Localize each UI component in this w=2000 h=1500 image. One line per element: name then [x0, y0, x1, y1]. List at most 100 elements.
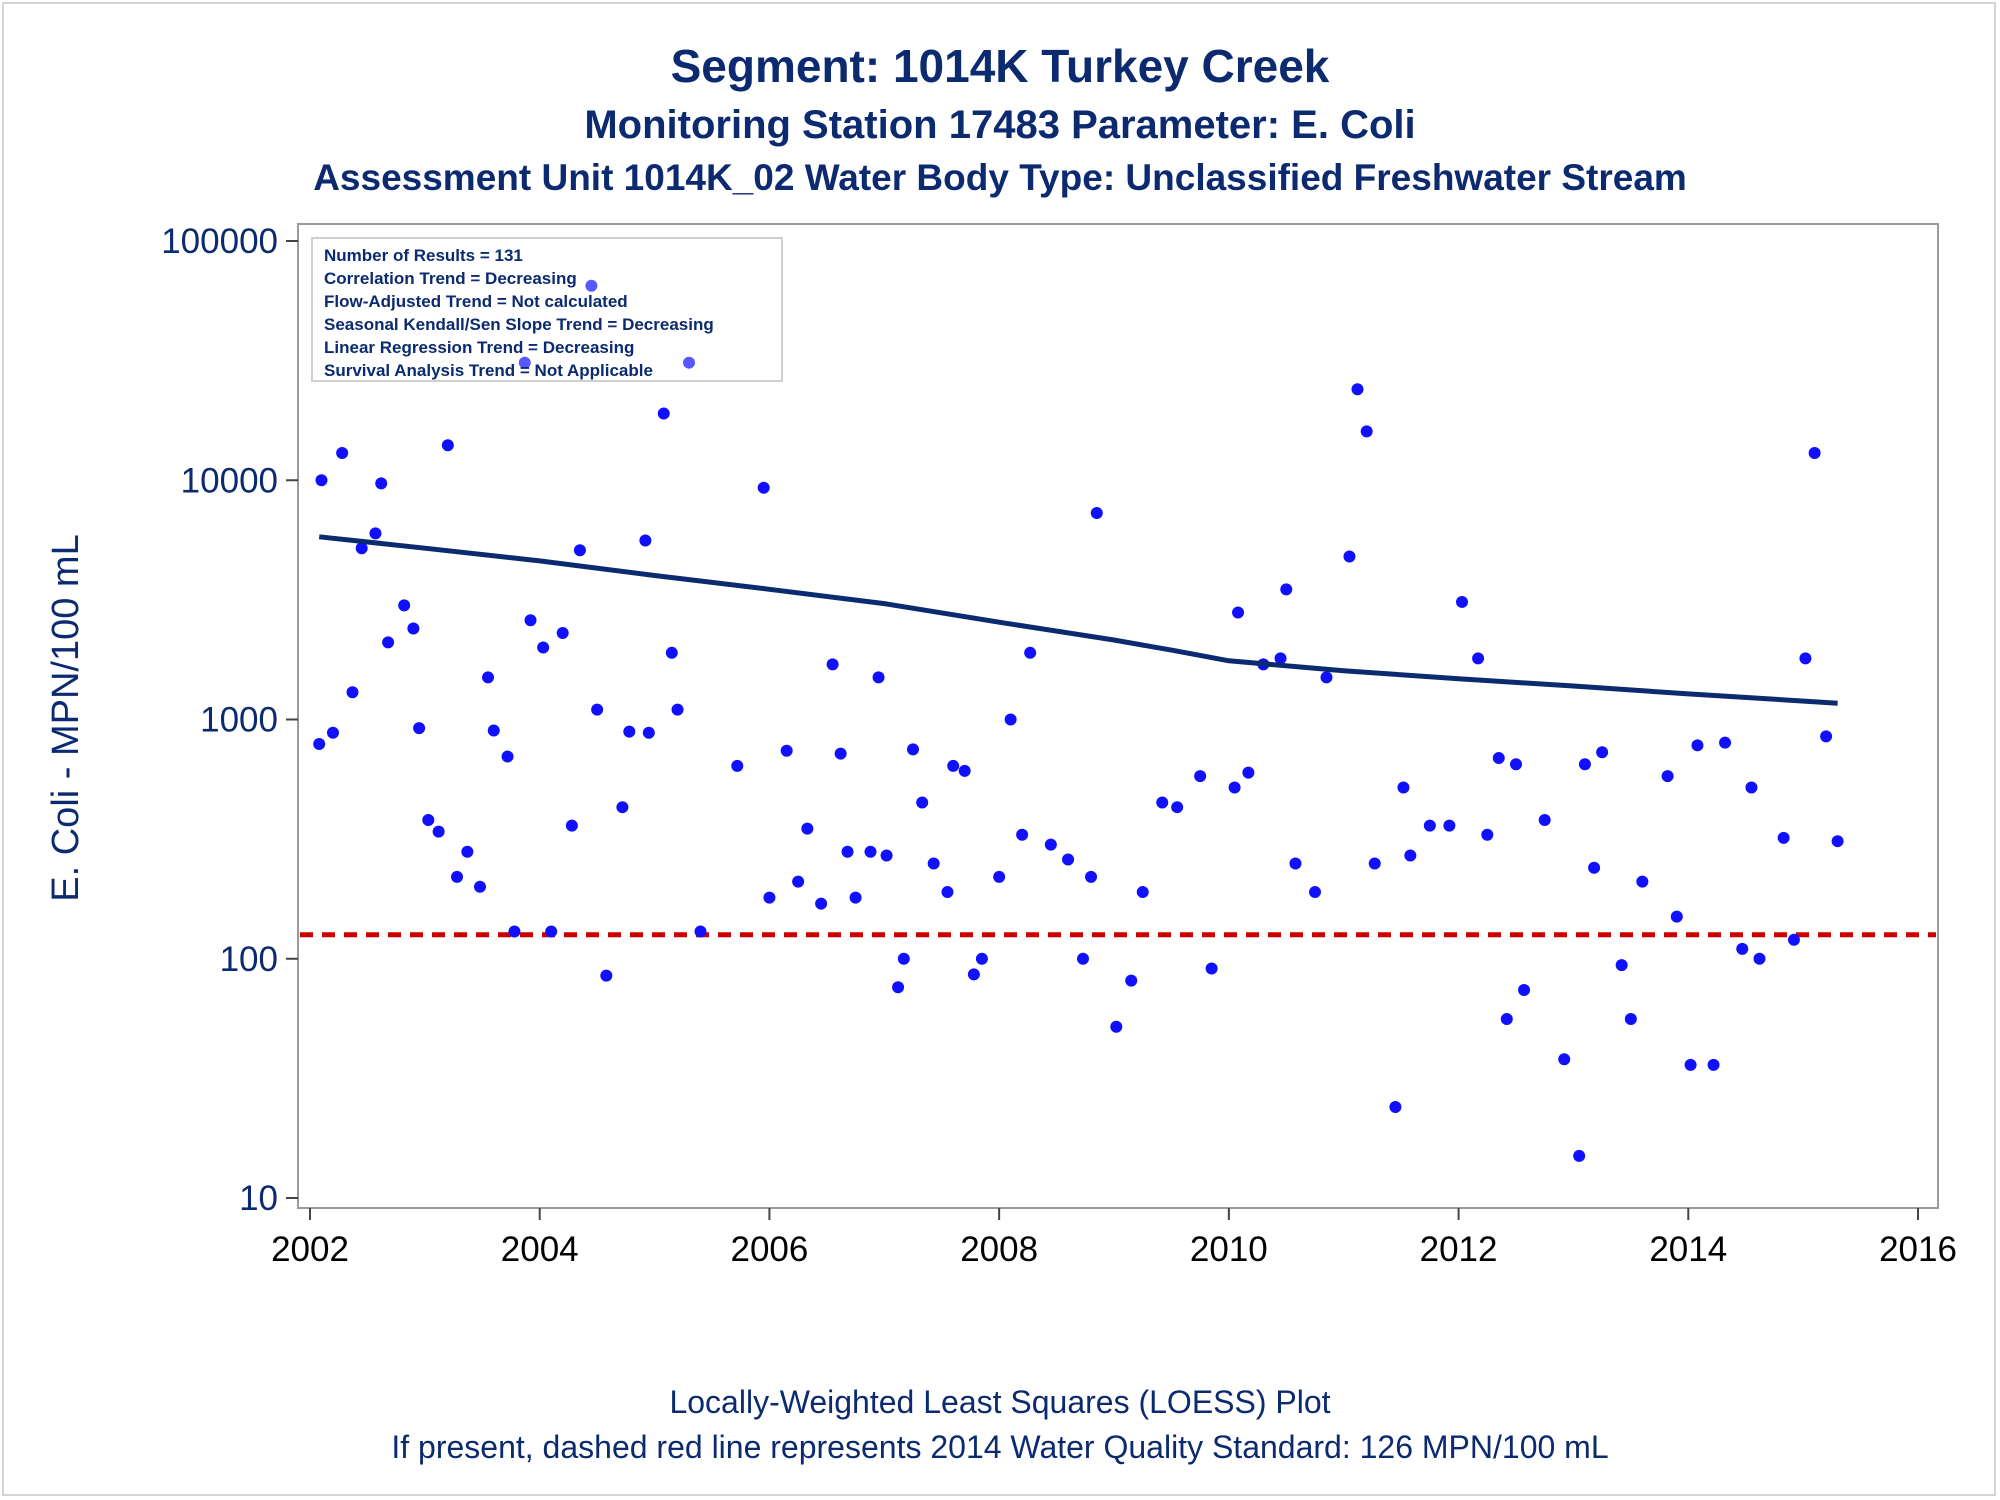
- data-point: [907, 743, 919, 756]
- data-point: [1289, 857, 1302, 870]
- footnote-loess: Locally-Weighted Least Squares (LOESS) P…: [669, 1384, 1330, 1420]
- data-point: [872, 671, 885, 684]
- data-point: [880, 849, 893, 862]
- data-point: [892, 981, 905, 994]
- data-point: [1397, 781, 1410, 794]
- data-point: [432, 825, 445, 838]
- data-point: [916, 796, 929, 809]
- data-point: [1691, 739, 1704, 752]
- data-point: [1538, 814, 1551, 827]
- data-point: [1309, 886, 1321, 899]
- data-point: [1351, 383, 1364, 396]
- chart-subtitle-2: Assessment Unit 1014K_02 Water Body Type…: [313, 157, 1687, 198]
- legend-box: [311, 237, 783, 382]
- data-point: [326, 726, 339, 739]
- data-point: [1320, 671, 1333, 684]
- x-tick-label: 2008: [960, 1230, 1038, 1269]
- data-point: [1242, 766, 1255, 779]
- data-point: [1808, 446, 1821, 459]
- data-point: [355, 542, 368, 555]
- data-point: [1500, 1012, 1513, 1025]
- data-point: [616, 801, 629, 814]
- data-point: [473, 880, 486, 893]
- x-tick-label: 2006: [730, 1230, 808, 1269]
- data-point: [1753, 952, 1766, 965]
- chart-subtitle: Monitoring Station 17483 Parameter: E. C…: [584, 103, 1415, 147]
- data-point: [1136, 886, 1149, 899]
- data-point: [537, 641, 550, 654]
- data-point: [313, 737, 326, 750]
- x-tick-label: 2012: [1420, 1230, 1498, 1269]
- data-point: [407, 622, 420, 635]
- data-point: [585, 279, 598, 292]
- data-point: [642, 726, 655, 739]
- data-point: [757, 481, 770, 494]
- data-point: [346, 686, 359, 699]
- data-point: [1404, 849, 1417, 862]
- data-point: [1423, 819, 1436, 832]
- data-point: [1110, 1020, 1123, 1033]
- data-point: [1228, 781, 1241, 794]
- data-point: [1443, 819, 1456, 832]
- data-point: [1274, 652, 1287, 665]
- data-point: [927, 857, 940, 870]
- data-point: [671, 703, 684, 716]
- data-point: [694, 925, 707, 938]
- data-point: [482, 671, 495, 684]
- data-point: [565, 819, 578, 832]
- data-point: [1518, 984, 1531, 997]
- data-point: [1085, 870, 1098, 883]
- x-tick-label: 2016: [1879, 1230, 1957, 1269]
- data-point: [1360, 425, 1373, 438]
- data-point: [792, 875, 805, 888]
- y-tick-label: 10: [239, 1179, 278, 1218]
- data-point: [1481, 828, 1494, 841]
- footnote-standard: If present, dashed red line represents 2…: [391, 1429, 1608, 1465]
- data-point: [441, 439, 454, 452]
- data-point: [501, 750, 514, 763]
- data-point: [1777, 831, 1790, 844]
- data-point: [1558, 1053, 1571, 1066]
- y-tick-label: 10000: [181, 461, 278, 500]
- data-point: [1368, 857, 1381, 870]
- y-tick-label: 100: [220, 940, 278, 979]
- data-point: [834, 747, 847, 760]
- data-point: [1573, 1149, 1586, 1162]
- y-axis-title: E. Coli - MPN/100 mL: [45, 534, 87, 901]
- y-tick-label: 100000: [161, 222, 278, 261]
- chart-title: Segment: 1014K Turkey Creek: [671, 40, 1330, 92]
- data-point: [1280, 583, 1293, 596]
- x-tick-label: 2004: [501, 1230, 579, 1269]
- data-point: [1076, 952, 1089, 965]
- data-point: [639, 534, 652, 547]
- data-point: [600, 969, 613, 982]
- data-point: [1588, 861, 1601, 874]
- data-point: [1004, 713, 1017, 726]
- data-point: [683, 356, 696, 369]
- plot-area: 10 100 1000 10000 100000 2002 2004 2006 2008 2010…: [161, 222, 1957, 1269]
- data-point: [665, 646, 678, 659]
- data-point: [1156, 796, 1169, 809]
- data-point: [967, 968, 980, 981]
- legend-line: Survival Analysis Trend = Not Applicable: [324, 361, 653, 380]
- x-tick-label: 2014: [1649, 1230, 1727, 1269]
- x-tick-label: 2010: [1190, 1230, 1268, 1269]
- data-point: [413, 722, 426, 735]
- data-point: [731, 759, 744, 772]
- data-point: [1615, 959, 1628, 972]
- data-point: [422, 814, 435, 827]
- data-point: [461, 845, 474, 858]
- data-point: [1389, 1101, 1402, 1114]
- data-point: [1472, 652, 1485, 665]
- data-point: [849, 891, 862, 904]
- y-tick-label: 1000: [200, 701, 278, 740]
- data-point: [451, 870, 464, 883]
- data-point: [1745, 781, 1758, 794]
- data-point: [1090, 506, 1103, 519]
- legend-line: Flow-Adjusted Trend = Not calculated: [324, 292, 628, 311]
- data-point: [1456, 595, 1469, 608]
- data-point: [1578, 758, 1591, 771]
- data-point: [375, 477, 388, 490]
- data-point: [1636, 875, 1649, 888]
- data-point: [487, 724, 500, 737]
